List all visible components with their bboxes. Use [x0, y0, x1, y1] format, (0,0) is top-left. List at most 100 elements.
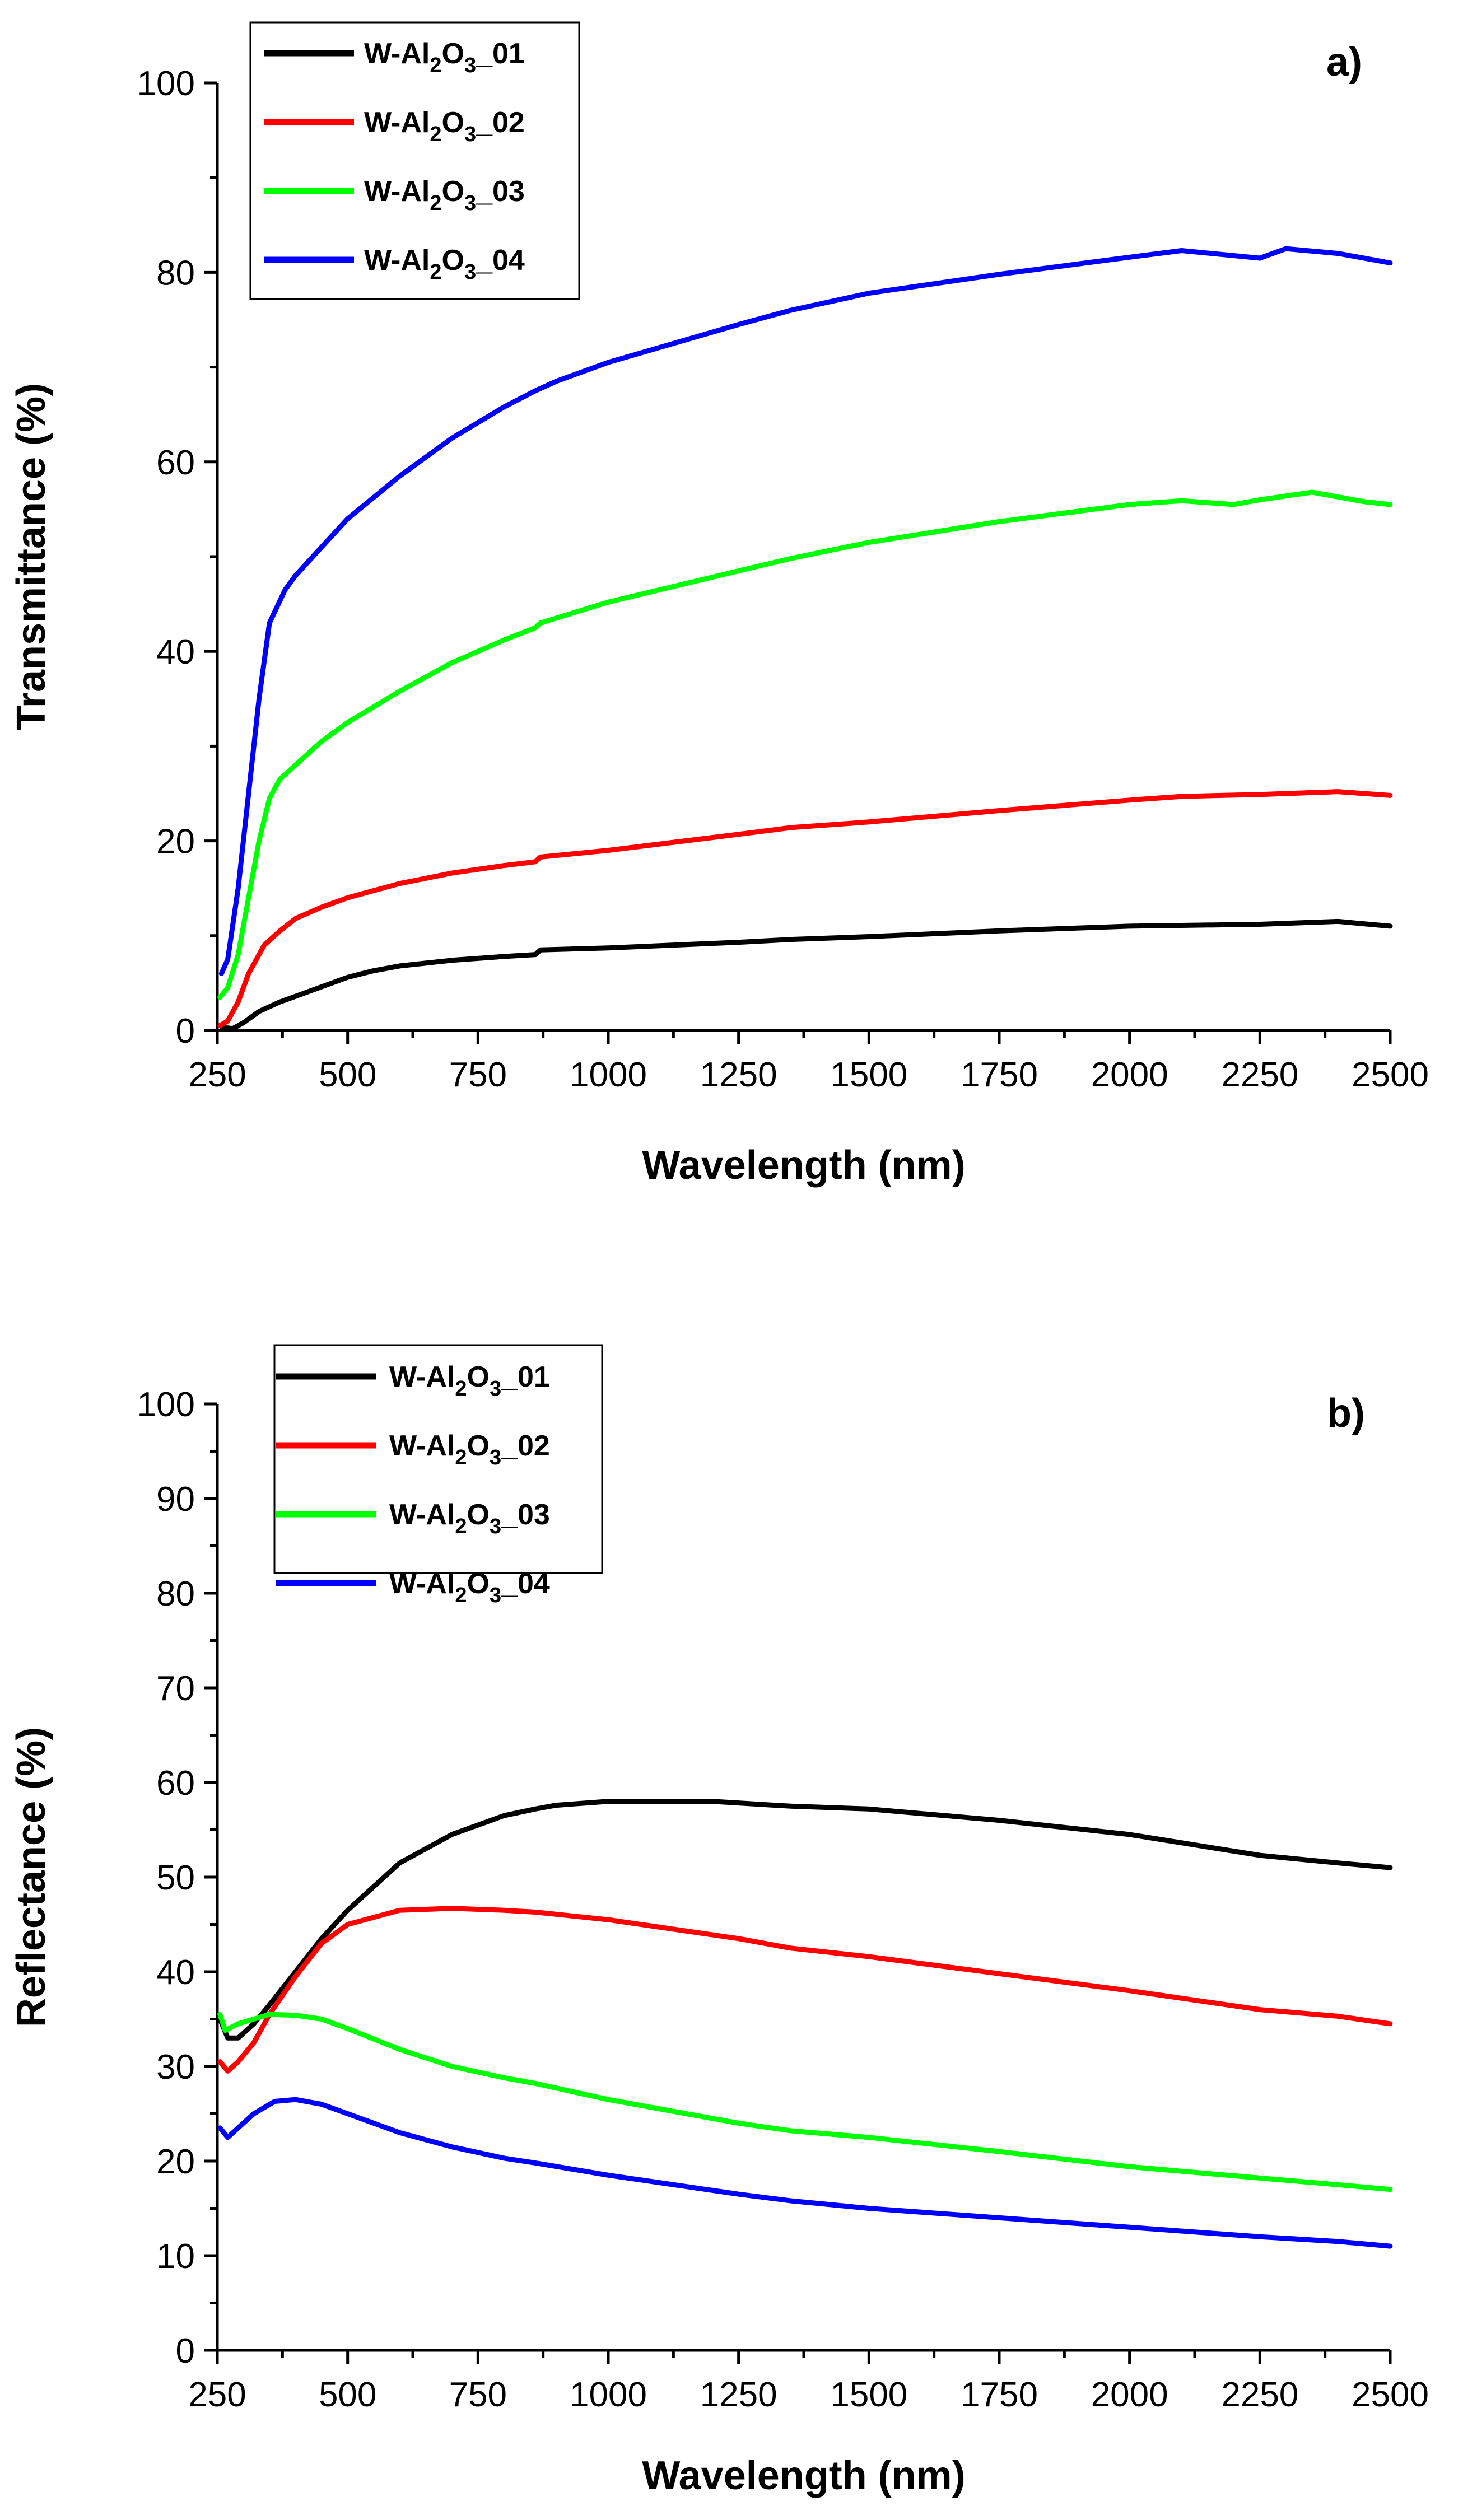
panel-b-legend-label-4: W-Al2O3_04 — [389, 1567, 550, 1607]
panel-a-legend-label-4: W-Al2O3_04 — [364, 244, 525, 284]
panel-a-x-tick-label: 1000 — [570, 1056, 647, 1094]
panel-b-y-tick-label: 60 — [156, 1764, 195, 1803]
legend-label-part: 2 — [430, 54, 441, 77]
panel-b-y-tick-label: 0 — [176, 2332, 195, 2370]
panel-a-x-tick-label: 1250 — [700, 1056, 777, 1094]
panel-a-series-4-line — [218, 246, 1393, 976]
panel-b-chart: 250 500 750 1000 1250 1500 1750 2000 2250 2500010… — [9, 1344, 1429, 2498]
panel-b-x-tick-label: 250 — [188, 2376, 246, 2414]
panel-b-x-axis-title: Wavelength (nm) — [642, 2453, 965, 2498]
panel-a-series-2-line — [217, 789, 1393, 1028]
panel-a-x-tick-label: 1750 — [961, 1056, 1038, 1094]
panel-b-legend-label-1: W-Al2O3_01 — [389, 1361, 550, 1401]
legend-label-part: 2 — [430, 260, 441, 284]
legend-label-part: 3 — [464, 260, 476, 284]
legend-label-part: 3 — [490, 1584, 501, 1607]
panel-b-y-tick-label: 10 — [156, 2237, 195, 2276]
legend-label-part: _04 — [501, 1567, 550, 1600]
legend-label-part: _02 — [501, 1430, 550, 1462]
legend-label-part: W-Al — [389, 1361, 455, 1393]
legend-label-part: _01 — [476, 38, 525, 70]
panel-a-legend-label-1: W-Al2O3_01 — [364, 38, 525, 77]
legend-label-part: _04 — [476, 244, 525, 277]
panel-a-x-tick-label: 500 — [319, 1056, 376, 1094]
panel-b-series-3-line — [217, 2012, 1393, 2192]
legend-label-part: 3 — [464, 123, 476, 146]
legend-label-part: O — [442, 244, 464, 277]
panel-a-y-tick-label: 20 — [156, 823, 195, 861]
legend-label-part: O — [467, 1499, 490, 1531]
legend-label-part: W-Al — [364, 38, 430, 70]
panel-a-legend-label-2: W-Al2O3_02 — [364, 106, 525, 146]
panel-a-x-tick-label: 750 — [449, 1056, 507, 1094]
panel-a-chart: 250 500 750 1000 1250 1500 1750 2000 2250 2500 0 20… — [9, 21, 1429, 1188]
legend-label-part: _03 — [501, 1499, 550, 1531]
panel-b-x-tick-label: 2000 — [1091, 2376, 1168, 2414]
panel-b-y-axis-title: Reflectance (%) — [9, 1727, 54, 2027]
panel-a-series-3-line — [217, 489, 1393, 1000]
panel-a-y-tick-label: 100 — [137, 64, 195, 103]
legend-label-part: 2 — [430, 192, 441, 215]
legend-label-part: _01 — [501, 1361, 550, 1393]
panel-a-legend-label-3: W-Al2O3_03 — [364, 175, 525, 215]
panel-b-x-tick-label: 1750 — [961, 2376, 1038, 2414]
legend-label-part: O — [467, 1430, 490, 1462]
panel-b-y-tick-label: 20 — [156, 2143, 195, 2181]
panel-b-y-tick-label: 80 — [156, 1575, 195, 1613]
panel-a-legend: W-Al2O3_01W-Al2O3_02W-Al2O3_03W-Al2O3_04 — [249, 21, 580, 300]
legend-label-part: _02 — [476, 106, 525, 139]
legend-label-part: O — [442, 106, 464, 139]
panel-a-y-tick-label: 0 — [176, 1012, 195, 1051]
panel-a-x-tick-label: 2500 — [1352, 1056, 1429, 1094]
panel-a-y-tick-label: 60 — [156, 444, 195, 482]
legend-label-part: O — [442, 38, 464, 70]
panel-b-x-tick-label: 1000 — [570, 2376, 647, 2414]
panel-b-x-tick-label: 1500 — [830, 2376, 907, 2414]
panel-b-x-tick-label: 1250 — [700, 2376, 777, 2414]
panel-b-x-tick-label: 2500 — [1352, 2376, 1429, 2414]
legend-label-part: 2 — [455, 1584, 467, 1607]
panel-a-x-tick-label: 250 — [188, 1056, 246, 1094]
legend-label-part: O — [467, 1361, 490, 1393]
panel-b-y-tick-label: 100 — [137, 1385, 195, 1424]
legend-label-part: W-Al — [364, 244, 430, 277]
panel-a-legend-box — [249, 21, 580, 300]
legend-label-part: 2 — [455, 1446, 467, 1469]
panel-b-legend-label-2: W-Al2O3_02 — [389, 1430, 550, 1469]
panel-b-x-tick-label: 750 — [449, 2376, 507, 2414]
legend-label-part: 3 — [464, 192, 476, 215]
panel-b-series-2-line — [217, 1906, 1393, 2074]
panel-b-legend: W-Al2O3_01W-Al2O3_02W-Al2O3_03W-Al2O3_04 — [273, 1344, 603, 1607]
panel-b-y-tick-label: 70 — [156, 1669, 195, 1708]
legend-label-part: W-Al — [389, 1430, 455, 1462]
panel-a-label: a) — [1326, 40, 1362, 85]
panel-b-x-tick-label: 500 — [319, 2376, 376, 2414]
panel-b-legend-label-3: W-Al2O3_03 — [389, 1499, 550, 1538]
legend-label-part: W-Al — [389, 1567, 455, 1600]
panel-a-y-axis-title: Transmittance (%) — [9, 383, 54, 730]
legend-label-part: 3 — [490, 1446, 501, 1469]
legend-label-part: _03 — [476, 175, 525, 208]
legend-label-part: 3 — [464, 54, 476, 77]
panel-a-x-tick-label: 2250 — [1221, 1056, 1298, 1094]
legend-label-part: 2 — [430, 123, 441, 146]
panel-a-x-tick-label: 1500 — [830, 1056, 907, 1094]
legend-label-part: 3 — [490, 1377, 501, 1401]
legend-label-part: O — [442, 175, 464, 208]
panel-b-x-tick-label: 2250 — [1221, 2376, 1298, 2414]
panel-a-series-1-line — [220, 918, 1393, 1032]
panel-b-series-4-line — [217, 2097, 1393, 2249]
panel-b-label: b) — [1327, 1391, 1365, 1436]
panel-b-y-tick-label: 40 — [156, 1953, 195, 1992]
panel-b-legend-box — [273, 1344, 603, 1574]
panel-a-x-axis-title: Wavelength (nm) — [642, 1143, 965, 1188]
legend-label-part: 2 — [455, 1377, 467, 1401]
panel-a-x-tick-label: 2000 — [1091, 1056, 1168, 1094]
legend-label-part: W-Al — [364, 106, 430, 139]
panel-a-y-tick-label: 40 — [156, 633, 195, 671]
legend-label-part: W-Al — [364, 175, 430, 208]
panel-b-y-tick-label: 90 — [156, 1480, 195, 1519]
legend-label-part: W-Al — [389, 1499, 455, 1531]
panel-b-y-tick-label: 50 — [156, 1859, 195, 1897]
